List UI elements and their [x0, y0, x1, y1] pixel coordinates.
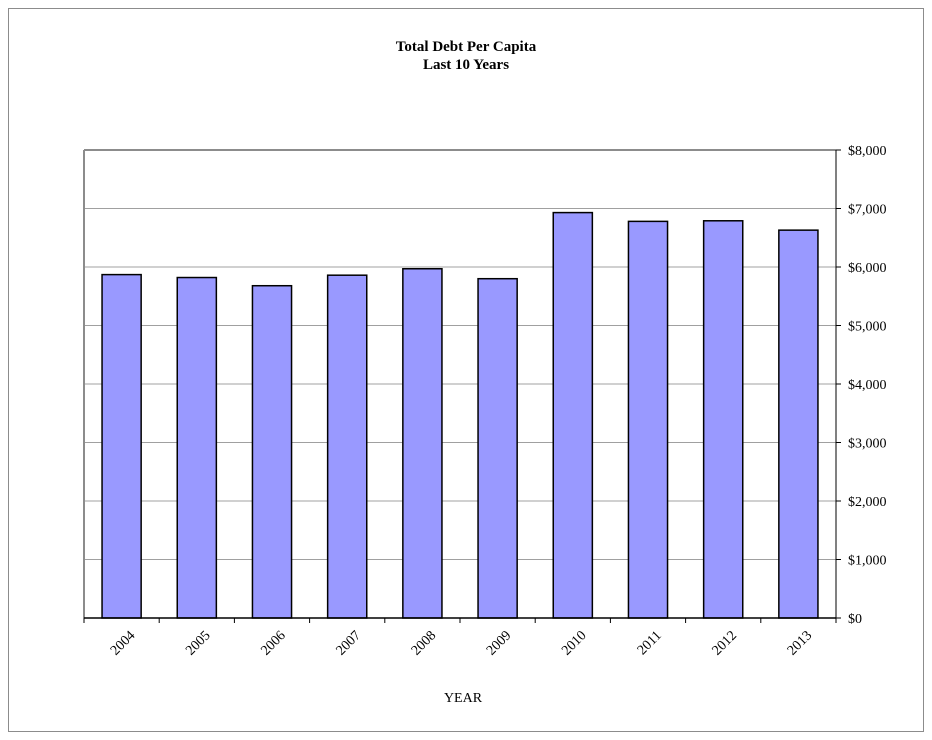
x-tick-label: 2005	[183, 628, 213, 658]
x-tick-label: 2013	[785, 628, 815, 658]
x-tick-label: 2006	[258, 628, 288, 658]
y-tick-label: $6,000	[848, 261, 887, 276]
x-tick-label: 2008	[409, 628, 439, 658]
bar-2008	[402, 268, 443, 619]
y-tick-label: $0	[848, 612, 862, 627]
x-tick-label: 2010	[559, 628, 589, 658]
bar-2013	[778, 229, 819, 619]
axes	[83, 149, 841, 623]
y-tick-label: $5,000	[848, 320, 887, 335]
bar-2009	[477, 277, 518, 619]
y-tick-label: $8,000	[848, 144, 887, 159]
y-tick-label: $3,000	[848, 437, 887, 452]
y-tick-label: $4,000	[848, 378, 887, 393]
chart-subtitle: Last 10 Years	[422, 57, 510, 73]
chart-title: Total Debt Per Capita	[395, 39, 537, 55]
y-tick-label: $7,000	[848, 203, 887, 218]
x-tick-label: 2011	[635, 628, 665, 658]
chart-frame	[8, 8, 924, 732]
y-tick-label: $1,000	[848, 554, 887, 569]
chart-title-block: Total Debt Per Capita Last 10 Years	[0, 38, 932, 74]
bar-2006	[251, 284, 293, 619]
bars	[101, 211, 819, 619]
x-tick-label: 2007	[334, 628, 364, 658]
y-tick-label: $2,000	[848, 495, 887, 510]
bar-2005	[176, 276, 218, 619]
bar-2007	[326, 274, 368, 619]
bar-2010	[552, 211, 594, 619]
x-axis-title: YEAR	[444, 691, 483, 706]
bar-2011	[627, 220, 669, 619]
x-tick-label: 2009	[484, 628, 514, 658]
x-tick-label: 2004	[108, 628, 138, 658]
bar-2004	[101, 273, 142, 619]
x-tick-label: 2012	[710, 628, 740, 658]
bar-2012	[702, 220, 744, 619]
tick-labels: $0 $1,000 $2,000 $3,000 $4,000 $5,000 $6,000 $7…	[108, 144, 886, 659]
